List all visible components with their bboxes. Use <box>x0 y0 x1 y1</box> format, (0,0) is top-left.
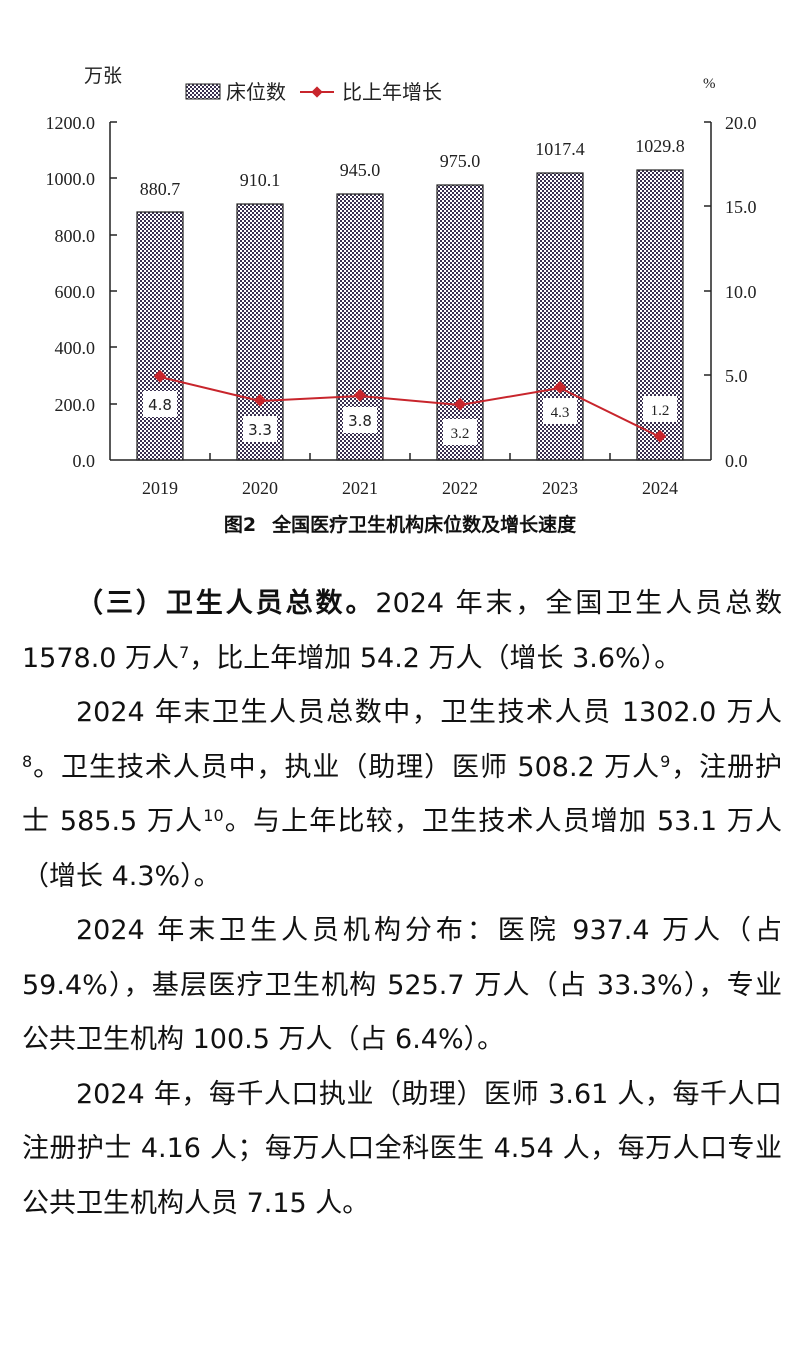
bar-value-label: 975.0 <box>440 151 481 171</box>
right-tick-label: 0.0 <box>725 451 748 471</box>
paragraph-text: ，比上年增加 54.2 万人（增长 3.6%）。 <box>189 642 682 674</box>
right-tick-label: 10.0 <box>725 282 757 302</box>
growth-value-label: 4.8 <box>148 396 172 414</box>
left-tick-label: 1000.0 <box>46 169 96 189</box>
paragraph-institution-distribution: 2024 年末卫生人员机构分布：医院 937.4 万人（占 59.4%），基层医… <box>22 915 782 1055</box>
x-axis: 2019 2020 2021 2022 2023 2024 <box>110 453 711 498</box>
left-axis: 1200.0 1000.0 800.0 600.0 400.0 200.0 0.… <box>46 113 117 471</box>
x-tick-label: 2022 <box>442 478 478 498</box>
paragraph-text: 。卫生技术人员中，执业（助理）医师 508.2 万人 <box>32 751 661 783</box>
right-tick-label: 15.0 <box>725 197 757 217</box>
paragraph-technical-personnel: 2024 年末卫生人员总数中，卫生技术人员 1302.0 万人 8。卫生技术人员中… <box>22 686 782 904</box>
right-axis-unit: % <box>703 76 716 92</box>
section-heading: （三）卫生人员总数。 <box>76 588 376 619</box>
left-tick-label: 400.0 <box>55 338 96 358</box>
x-tick-label: 2024 <box>642 478 678 498</box>
x-tick-label: 2019 <box>142 478 178 498</box>
footnote-ref[interactable]: 7 <box>179 642 190 662</box>
legend-line-label: 比上年增长 <box>342 80 442 104</box>
bar-value-label: 910.1 <box>240 170 281 190</box>
paragraph-health-personnel-total: （三）卫生人员总数。2024 年末，全国卫生人员总数 1578.0 万人7，比上… <box>22 577 782 686</box>
paragraph-text: 。与上年比较，卫生技术人员增加 53.1 万人（增长 4.3%）。 <box>22 806 782 892</box>
growth-value-label: 3.3 <box>248 421 272 439</box>
bar-2019 <box>136 211 184 461</box>
growth-line <box>153 369 667 443</box>
footnote-ref[interactable]: 10 <box>203 806 224 825</box>
left-axis-unit: 万张 <box>84 65 122 87</box>
paragraph-text: ，注册护士 585.5 万人 <box>22 751 782 838</box>
bar-value-label: 1017.4 <box>535 139 585 159</box>
figure-title: 全国医疗卫生机构床位数及增长速度 <box>272 514 577 536</box>
bar-value-label: 945.0 <box>340 160 381 180</box>
right-tick-label: 20.0 <box>725 113 757 133</box>
bar-value-label: 880.7 <box>140 179 181 199</box>
growth-value-label: 1.2 <box>651 403 670 419</box>
bar-value-label: 1029.8 <box>635 136 685 156</box>
bar-2022 <box>436 184 484 461</box>
left-tick-label: 800.0 <box>55 226 96 246</box>
growth-value-label: 3.8 <box>348 412 372 430</box>
left-tick-label: 600.0 <box>55 282 96 302</box>
paragraph-text: 2024 年末，全国卫生人员总数 1578.0 万人 <box>22 588 783 674</box>
legend-bar-label: 床位数 <box>226 80 286 104</box>
growth-value-label: 3.2 <box>451 426 470 442</box>
legend-bar-swatch <box>185 83 221 100</box>
right-axis: 20.0 15.0 10.0 5.0 0.0 <box>704 113 757 471</box>
bed-count-chart: 万张 % 床位数 比上年增长 1200.0 1000.0 800.0 600.0… <box>46 65 757 498</box>
left-tick-label: 1200.0 <box>46 113 96 133</box>
paragraph-text: 2024 年末卫生人员总数中，卫生技术人员 1302.0 万人 <box>76 697 782 728</box>
x-tick-label: 2020 <box>242 478 278 498</box>
figure-caption: 图2 全国医疗卫生机构床位数及增长速度 <box>0 510 800 537</box>
footnote-ref[interactable]: 9 <box>660 751 671 771</box>
x-tick-label: 2021 <box>342 478 378 498</box>
x-tick-label: 2023 <box>542 478 578 498</box>
legend-marker-icon <box>311 86 323 98</box>
growth-labels: 4.8 3.3 3.8 3.2 4.3 1.2 <box>143 391 677 445</box>
right-tick-label: 5.0 <box>725 366 748 386</box>
chart-legend: 床位数 比上年增长 <box>185 80 442 104</box>
bars: 880.7 910.1 945.0 975.0 1017.4 1029.8 <box>136 136 685 461</box>
growth-value-label: 4.3 <box>551 405 570 421</box>
left-tick-label: 200.0 <box>55 395 96 415</box>
left-tick-label: 0.0 <box>73 451 96 471</box>
footnote-ref[interactable]: 8 <box>22 751 33 771</box>
article-body: （三）卫生人员总数。2024 年末，全国卫生人员总数 1578.0 万人7，比上… <box>22 577 782 1231</box>
paragraph-per-capita-ratios: 2024 年，每千人口执业（助理）医师 3.61 人，每千人口注册护士 4.16… <box>22 1078 782 1219</box>
figure-number: 图2 <box>223 514 257 536</box>
